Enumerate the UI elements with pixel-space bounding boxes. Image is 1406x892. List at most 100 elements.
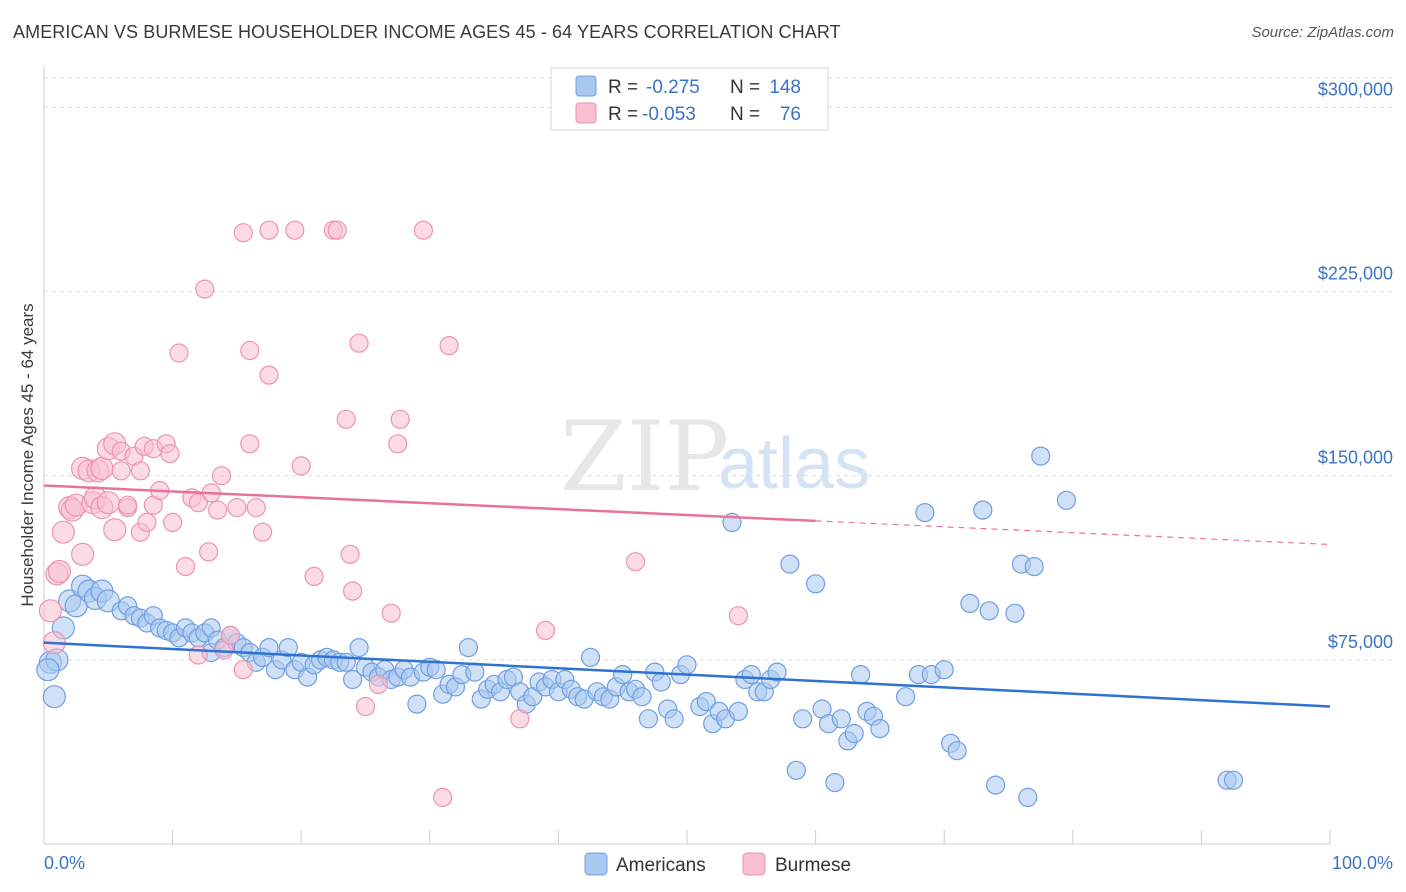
- burmese-point: [137, 512, 157, 533]
- americans-point: [580, 647, 601, 668]
- americans-point: [664, 709, 684, 729]
- burmese-point: [355, 696, 376, 717]
- americans-point: [1005, 603, 1025, 623]
- bottom-legend: Americans Burmese: [584, 852, 851, 876]
- burmese-point: [291, 456, 311, 476]
- americans-point: [1031, 446, 1051, 466]
- americans-point: [844, 723, 864, 744]
- americans-point: [407, 694, 427, 714]
- burmese-point: [246, 498, 266, 518]
- burmese-point: [253, 522, 273, 542]
- y-tick-label: $225,000: [1318, 264, 1393, 284]
- bottom-legend-americans: Americans: [616, 855, 706, 876]
- americans-point: [613, 664, 633, 685]
- americans-point: [850, 664, 871, 685]
- americans-point: [259, 637, 279, 658]
- burmese-point: [199, 542, 219, 562]
- burmese-point: [340, 544, 360, 564]
- americans-point: [638, 709, 659, 729]
- x-tick-max: 100.0%: [1332, 853, 1393, 873]
- burmese-point: [188, 645, 208, 665]
- americans-point: [960, 593, 980, 614]
- source-credit: Source: ZipAtlas.com: [1251, 24, 1394, 41]
- x-tick-min: 0.0%: [44, 853, 85, 873]
- burmese-point: [728, 606, 749, 626]
- burmese-trend-line-extension: [815, 520, 1331, 546]
- burmese-point: [259, 365, 279, 385]
- burmese-point: [130, 461, 150, 481]
- americans-point: [831, 709, 851, 729]
- americans-point: [426, 660, 446, 680]
- burmese-point: [195, 279, 215, 299]
- bottom-legend-swatch-burmese: [742, 852, 766, 876]
- y-axis-label: Householder Income Ages 45 - 64 years: [18, 303, 37, 606]
- americans-point: [42, 685, 66, 709]
- burmese-point: [233, 660, 253, 680]
- burmese-point: [510, 709, 530, 729]
- burmese-point: [259, 220, 279, 240]
- americans-point: [677, 655, 697, 675]
- burmese-point: [433, 787, 453, 808]
- y-tick-labels: $75,000 $150,000 $225,000 $300,000: [1318, 79, 1393, 651]
- burmese-point: [38, 599, 63, 623]
- americans-point: [696, 691, 716, 712]
- burmese-point: [96, 491, 120, 515]
- burmese-point: [233, 223, 253, 243]
- burmese-point: [240, 340, 260, 361]
- americans-point: [915, 502, 935, 523]
- americans-point: [632, 687, 652, 707]
- americans-point: [651, 672, 671, 692]
- legend-swatch-burmese: [575, 102, 597, 124]
- legend-n-value-2: 76: [780, 104, 801, 125]
- americans-point: [728, 701, 749, 722]
- americans-point: [985, 775, 1006, 795]
- burmese-point: [625, 552, 646, 572]
- americans-point: [336, 652, 356, 672]
- watermark-zip: ZIP: [560, 401, 729, 513]
- burmese-point: [304, 566, 324, 587]
- americans-point: [767, 662, 787, 682]
- chart-title: AMERICAN VS BURMESE HOUSEHOLDER INCOME A…: [13, 22, 841, 42]
- americans-trend-line: [43, 641, 1331, 708]
- burmese-point: [368, 674, 388, 695]
- burmese-point: [47, 559, 72, 584]
- burmese-point: [439, 336, 459, 356]
- americans-point: [825, 772, 845, 793]
- burmese-point: [388, 434, 408, 454]
- americans-point: [36, 658, 60, 682]
- legend-r-value-1: -0.275: [646, 77, 700, 98]
- americans-point: [934, 660, 954, 680]
- legend-n-value-1: 148: [769, 77, 801, 98]
- americans-point: [741, 664, 761, 685]
- y-tick-label: $150,000: [1318, 448, 1393, 468]
- americans-point: [947, 741, 967, 761]
- burmese-point: [327, 220, 347, 240]
- burmese-point: [413, 220, 433, 240]
- bottom-legend-swatch-americans: [584, 852, 608, 876]
- americans-point: [870, 718, 890, 739]
- watermark-atlas: atlas: [718, 424, 870, 504]
- americans-point: [780, 554, 800, 574]
- burmese-point: [103, 518, 127, 542]
- burmese-point: [70, 542, 95, 566]
- americans-point: [1223, 770, 1244, 790]
- americans-point: [786, 760, 806, 780]
- legend: R = -0.275 N = 148 R = -0.053 N = 76: [550, 67, 829, 131]
- legend-n-label-1: N =: [730, 77, 760, 98]
- burmese-point: [227, 498, 247, 518]
- burmese-point: [163, 512, 183, 533]
- burmese-point: [90, 456, 114, 480]
- americans-point: [349, 637, 369, 658]
- burmese-point: [111, 461, 131, 481]
- burmese-point: [208, 500, 228, 520]
- burmese-point: [240, 434, 260, 454]
- burmese-point: [336, 409, 356, 429]
- burmese-point: [169, 343, 189, 363]
- burmese-trend-line: [43, 484, 816, 523]
- americans-point: [343, 669, 363, 690]
- americans-point: [1024, 556, 1044, 577]
- americans-point: [973, 500, 993, 520]
- legend-r-label-1: R =: [608, 77, 638, 98]
- americans-point: [1018, 787, 1038, 808]
